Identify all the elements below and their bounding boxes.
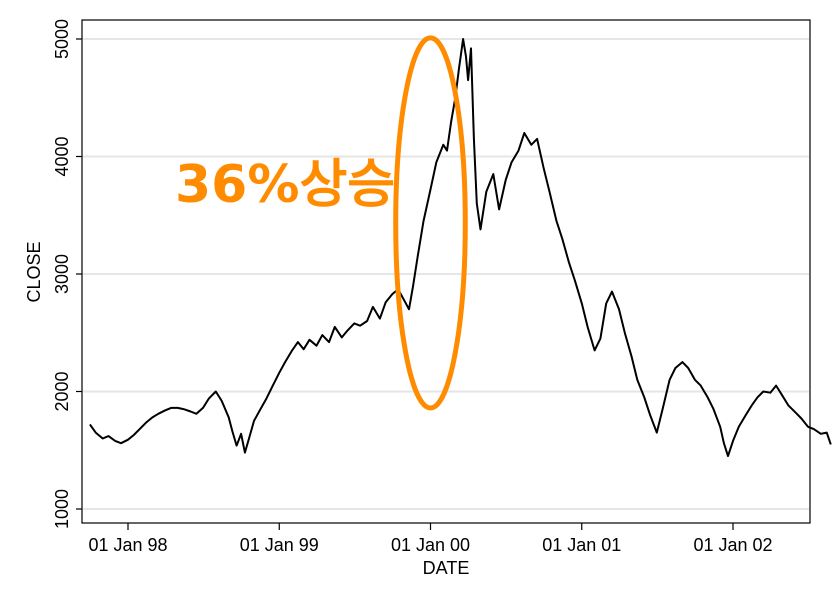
x-tick-label: 01 Jan 99 — [240, 535, 319, 555]
x-axis-title: DATE — [423, 558, 470, 578]
close-price-line — [89, 38, 832, 458]
x-tick-label: 01 Jan 02 — [693, 535, 772, 555]
gridlines — [83, 38, 809, 510]
y-tick-label: 3000 — [52, 254, 72, 294]
highlight-ellipse — [393, 35, 468, 411]
y-tick-label: 5000 — [52, 19, 72, 59]
y-axis-title: CLOSE — [24, 241, 44, 302]
x-axis: 01 Jan 98 01 Jan 99 01 Jan 00 01 Jan 01 01 J… — [88, 523, 773, 555]
x-tick-label: 01 Jan 01 — [542, 535, 621, 555]
x-tick-label: 01 Jan 98 — [88, 535, 167, 555]
annotation-text: 36%상승 — [175, 155, 395, 215]
y-tick-label: 1000 — [52, 489, 72, 529]
plot-frame — [81, 19, 811, 524]
y-tick-label: 2000 — [52, 371, 72, 411]
x-tick-label: 01 Jan 00 — [391, 535, 470, 555]
y-tick-label: 4000 — [52, 136, 72, 176]
y-axis: 1000 2000 3000 4000 5000 — [52, 19, 82, 529]
